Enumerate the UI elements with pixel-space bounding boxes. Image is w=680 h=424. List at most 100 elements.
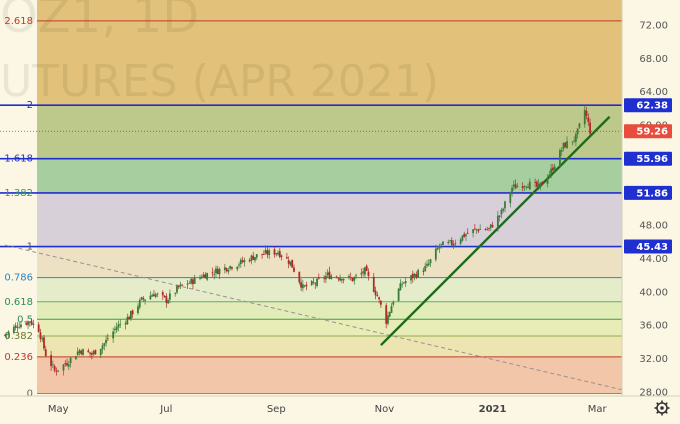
- candle-body: [573, 140, 576, 142]
- candle-body: [112, 331, 115, 339]
- candles: [4, 105, 591, 376]
- candle-body: [390, 306, 393, 313]
- candle-body: [571, 141, 574, 143]
- candle-body: [99, 348, 102, 356]
- candle-body: [154, 294, 157, 297]
- trend-line[interactable]: [380, 115, 611, 346]
- price-axis-panel: [622, 0, 680, 420]
- candle-body: [489, 224, 492, 228]
- candle-body: [576, 128, 579, 135]
- candle-body: [67, 364, 70, 367]
- candle-body: [140, 297, 143, 300]
- candle-body: [403, 282, 405, 284]
- candle-body: [548, 174, 551, 177]
- candle-body: [239, 259, 242, 265]
- candle-body: [204, 274, 207, 279]
- candle-body: [427, 263, 430, 266]
- price-tag-label: 45.43: [636, 242, 668, 253]
- candle-body: [355, 275, 357, 277]
- candle-body: [124, 323, 127, 325]
- candle-body: [372, 276, 375, 292]
- candle-body: [252, 255, 255, 260]
- candle-body: [452, 243, 455, 247]
- settings-icon[interactable]: [654, 400, 670, 416]
- price-tick-label: 48.00: [639, 221, 668, 232]
- candle-body: [103, 343, 106, 346]
- candle-body: [404, 280, 407, 284]
- price-tag: [624, 98, 672, 113]
- candle-body: [32, 323, 35, 325]
- candle-body: [560, 150, 563, 152]
- candle-body: [583, 109, 586, 125]
- candle-body: [250, 255, 253, 261]
- candle-body: [62, 364, 65, 371]
- candle-body: [325, 275, 327, 280]
- candle-body: [76, 351, 79, 356]
- candle-body: [392, 302, 395, 305]
- fib-label-2-618: 2.618: [4, 16, 33, 27]
- candle-body: [310, 281, 313, 286]
- candle-body: [442, 241, 444, 245]
- candle-body: [20, 324, 22, 328]
- candle-body: [385, 305, 388, 324]
- candle-body: [340, 279, 343, 281]
- candle-body: [206, 273, 209, 280]
- candle-body: [223, 267, 226, 270]
- candle-body: [151, 295, 154, 297]
- candle-body: [105, 339, 107, 344]
- price-tick-label: 44.00: [639, 254, 668, 265]
- candle-body: [87, 350, 90, 353]
- candle-body: [43, 337, 45, 349]
- candle-body: [541, 181, 544, 185]
- price-tag: [624, 185, 672, 200]
- candle-body: [496, 215, 499, 228]
- candle-body: [174, 292, 177, 294]
- candle-body: [199, 277, 201, 279]
- fib-base-line[interactable]: [4, 244, 631, 393]
- candle-body: [527, 187, 529, 188]
- candle-body: [553, 166, 556, 171]
- candle-body: [523, 186, 526, 188]
- candle-body: [498, 215, 501, 218]
- candle-body: [511, 187, 513, 192]
- candle-body: [57, 370, 60, 372]
- candle-body: [266, 250, 269, 255]
- watermark-line2: UTURES (APR 2021): [0, 56, 439, 107]
- fib-label-1-618: 1.618: [4, 154, 33, 165]
- candle-body: [92, 351, 95, 355]
- candle-body: [589, 122, 591, 134]
- candle-body: [273, 249, 276, 255]
- fib-zone-1-618: [37, 158, 622, 193]
- candle-body: [117, 324, 120, 328]
- candle-body: [268, 250, 271, 255]
- candle-body: [316, 278, 318, 286]
- fib-label-0-618: 0.618: [4, 297, 33, 308]
- candle-body: [176, 285, 178, 293]
- candle-body: [229, 265, 232, 269]
- candle-body: [477, 229, 480, 232]
- fib-label-0-5: 0.5: [17, 314, 33, 325]
- fib-zone-0-786: [37, 277, 622, 302]
- time-tick-label: May: [48, 404, 69, 415]
- candle-body: [424, 265, 427, 272]
- candle-body: [66, 363, 68, 366]
- candle-body: [379, 300, 382, 305]
- candle-body: [163, 295, 166, 297]
- candle-body: [264, 249, 267, 254]
- price-tag: [624, 151, 672, 166]
- candle-body: [254, 257, 256, 261]
- candle-body: [539, 182, 542, 186]
- fib-label-1-382: 1.382: [4, 188, 33, 199]
- candle-body: [161, 292, 164, 296]
- price-tag: [624, 124, 672, 139]
- candle-body: [349, 277, 352, 278]
- candle-body: [278, 251, 281, 258]
- price-tick-label: 72.00: [639, 21, 668, 32]
- candle-body: [504, 201, 506, 209]
- candle-body: [410, 275, 412, 281]
- candle-body: [461, 235, 464, 241]
- candle-body: [190, 278, 193, 284]
- candle-body: [142, 298, 145, 300]
